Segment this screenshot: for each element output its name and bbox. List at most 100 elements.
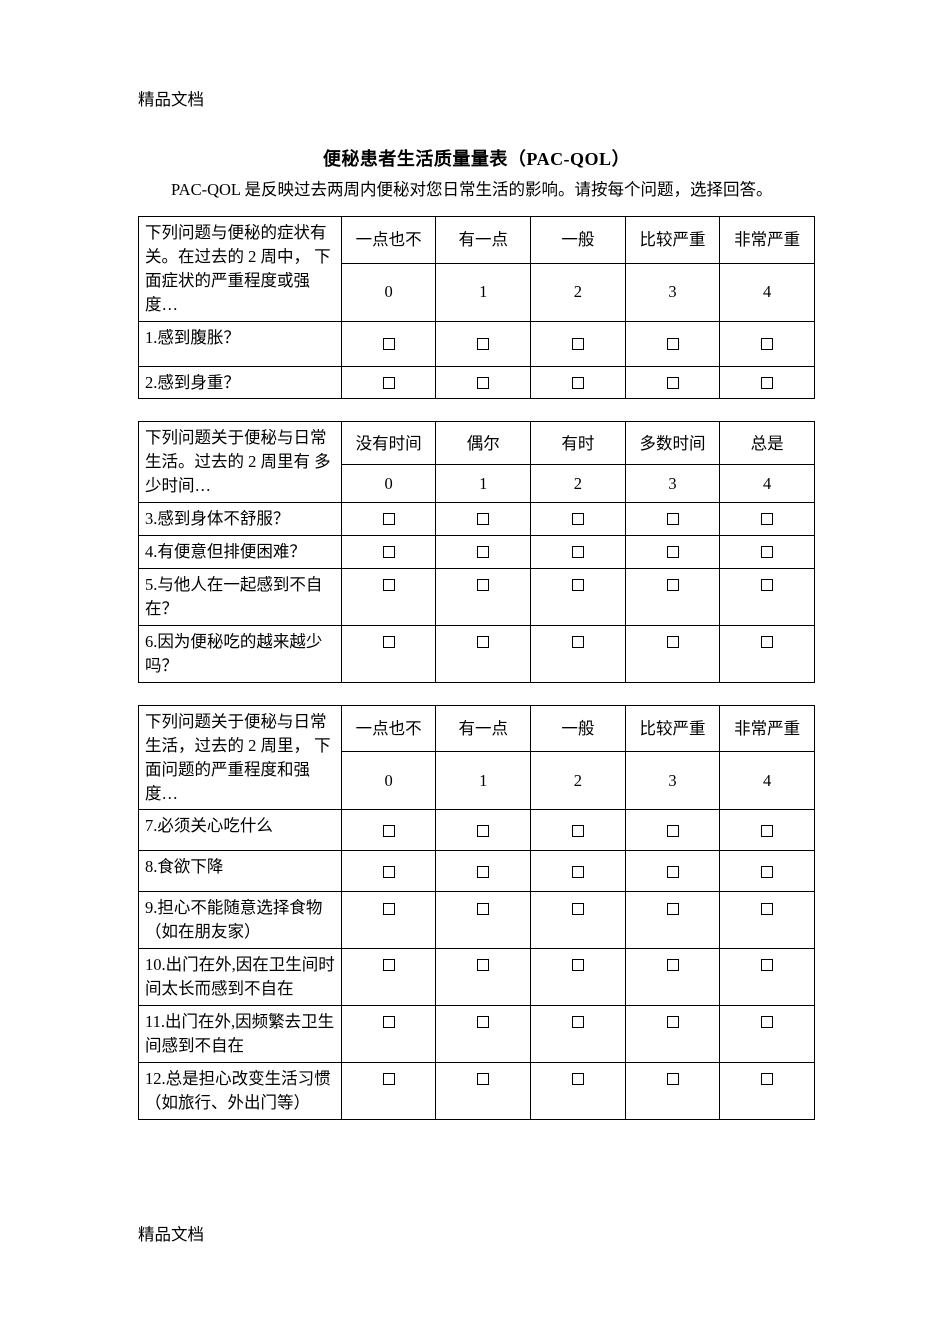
question-text: 11.出门在外,因频繁去卫生间感到不自在 <box>139 1005 342 1062</box>
checkbox[interactable] <box>572 338 584 350</box>
checkbox[interactable] <box>383 903 395 915</box>
checkbox[interactable] <box>477 959 489 971</box>
checkbox[interactable] <box>761 1016 773 1028</box>
checkbox[interactable] <box>477 546 489 558</box>
checkbox[interactable] <box>477 377 489 389</box>
checkbox[interactable] <box>572 903 584 915</box>
answer-cell <box>436 536 531 569</box>
answer-cell <box>436 569 531 626</box>
question-text: 2.感到身重？ <box>139 366 342 399</box>
checkbox[interactable] <box>383 866 395 878</box>
checkbox[interactable] <box>761 1073 773 1085</box>
checkbox[interactable] <box>572 636 584 648</box>
answer-cell <box>531 949 626 1006</box>
question-row: 3.感到身体不舒服？ <box>139 503 815 536</box>
answer-cell <box>531 1005 626 1062</box>
checkbox[interactable] <box>383 959 395 971</box>
checkbox[interactable] <box>572 513 584 525</box>
checkbox[interactable] <box>667 338 679 350</box>
question-text: 7.必须关心吃什么 <box>139 810 342 851</box>
checkbox[interactable] <box>477 903 489 915</box>
checkbox[interactable] <box>667 513 679 525</box>
scale-header: 没有时间 <box>341 422 436 465</box>
checkbox[interactable] <box>383 1016 395 1028</box>
answer-cell <box>720 569 815 626</box>
checkbox[interactable] <box>761 377 773 389</box>
checkbox[interactable] <box>667 1073 679 1085</box>
scale-header: 有一点 <box>436 216 531 263</box>
checkbox[interactable] <box>477 636 489 648</box>
answer-cell <box>625 503 720 536</box>
checkbox[interactable] <box>477 1016 489 1028</box>
checkbox[interactable] <box>477 513 489 525</box>
checkbox[interactable] <box>477 866 489 878</box>
answer-cell <box>436 366 531 399</box>
checkbox[interactable] <box>572 1016 584 1028</box>
checkbox[interactable] <box>761 959 773 971</box>
checkbox[interactable] <box>761 636 773 648</box>
checkbox[interactable] <box>572 1073 584 1085</box>
checkbox[interactable] <box>572 546 584 558</box>
checkbox[interactable] <box>572 579 584 591</box>
answer-cell <box>625 366 720 399</box>
question-text: 12.总是担心改变生活习惯（如旅行、外出门等） <box>139 1062 342 1119</box>
answer-cell <box>531 366 626 399</box>
answer-cell <box>625 851 720 892</box>
answer-cell <box>625 810 720 851</box>
scale-number: 1 <box>436 752 531 810</box>
checkbox[interactable] <box>761 546 773 558</box>
answer-cell <box>720 1062 815 1119</box>
checkbox[interactable] <box>383 1073 395 1085</box>
checkbox[interactable] <box>761 866 773 878</box>
answer-cell <box>341 1005 436 1062</box>
scale-number: 2 <box>531 465 626 503</box>
checkbox[interactable] <box>667 636 679 648</box>
checkbox[interactable] <box>383 636 395 648</box>
checkbox[interactable] <box>572 825 584 837</box>
checkbox[interactable] <box>667 579 679 591</box>
checkbox[interactable] <box>572 377 584 389</box>
checkbox[interactable] <box>667 825 679 837</box>
prompt-line-1: 下列问题关于便秘与日常生活，过去的 2 周里， <box>145 712 327 755</box>
answer-cell <box>625 569 720 626</box>
scale-number: 2 <box>531 263 626 321</box>
answer-cell <box>625 892 720 949</box>
question-text: 3.感到身体不舒服？ <box>139 503 342 536</box>
answer-cell <box>531 503 626 536</box>
checkbox[interactable] <box>477 579 489 591</box>
question-row: 2.感到身重？ <box>139 366 815 399</box>
checkbox[interactable] <box>572 866 584 878</box>
checkbox[interactable] <box>761 513 773 525</box>
answer-cell <box>341 321 436 366</box>
checkbox[interactable] <box>383 579 395 591</box>
checkbox[interactable] <box>761 579 773 591</box>
answer-cell <box>341 625 436 682</box>
checkbox[interactable] <box>383 377 395 389</box>
scale-number: 4 <box>720 752 815 810</box>
checkbox[interactable] <box>761 338 773 350</box>
question-row: 8.食欲下降 <box>139 851 815 892</box>
checkbox[interactable] <box>383 338 395 350</box>
checkbox[interactable] <box>667 377 679 389</box>
answer-cell <box>341 366 436 399</box>
prompt-line-1: 下列问题与便秘的症状有关。在过去的 2 周中， <box>145 223 327 266</box>
checkbox[interactable] <box>572 959 584 971</box>
checkbox[interactable] <box>761 903 773 915</box>
checkbox[interactable] <box>383 825 395 837</box>
checkbox[interactable] <box>477 825 489 837</box>
question-text: 1.感到腹胀？ <box>139 321 342 366</box>
checkbox[interactable] <box>383 513 395 525</box>
question-row: 6.因为便秘吃的越来越少吗？ <box>139 625 815 682</box>
checkbox[interactable] <box>667 546 679 558</box>
checkbox[interactable] <box>761 825 773 837</box>
checkbox[interactable] <box>667 903 679 915</box>
checkbox[interactable] <box>667 959 679 971</box>
checkbox[interactable] <box>477 1073 489 1085</box>
checkbox[interactable] <box>667 866 679 878</box>
answer-cell <box>341 851 436 892</box>
answer-cell <box>720 625 815 682</box>
checkbox[interactable] <box>667 1016 679 1028</box>
checkbox[interactable] <box>477 338 489 350</box>
answer-cell <box>436 503 531 536</box>
checkbox[interactable] <box>383 546 395 558</box>
